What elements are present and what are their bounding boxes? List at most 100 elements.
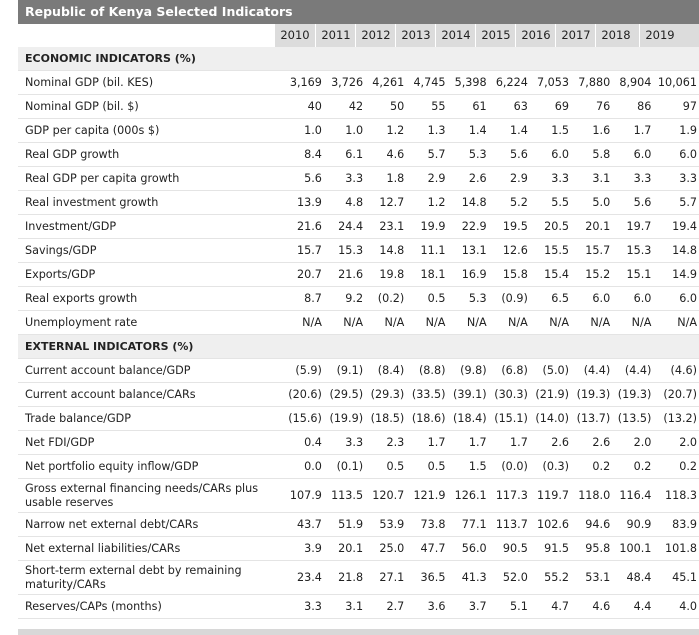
value-cell: 21.8 [323,560,366,595]
value-cell: (4.4) [612,358,654,383]
value-cell: 3.3 [653,166,699,191]
value-cell: (4.4) [571,358,613,383]
value-cell: (18.4) [447,406,489,431]
value-cell: 15.8 [488,262,530,287]
value-cell: 48.4 [612,560,654,595]
value-cell: 120.7 [365,478,407,513]
value-cell: 8.7 [282,286,324,311]
value-cell: 14.8 [447,190,489,215]
value-cell: 12.6 [488,238,530,263]
value-cell: 5.3 [447,142,489,167]
value-cell: (14.0) [529,406,572,431]
value-cell: (19.3) [612,382,654,407]
value-cell: 16.9 [447,262,489,287]
value-cell: 13.9 [282,190,324,215]
value-cell: 0.5 [365,454,407,479]
value-cell: 3.7 [447,594,489,619]
value-cell: N/A [365,310,407,335]
value-cell: 4.8 [323,190,366,215]
row-label: Trade balance/GDP [18,406,283,431]
value-cell: 23.4 [282,560,324,595]
value-cell: (13.5) [612,406,654,431]
value-cell: 47.7 [406,536,448,561]
value-cell: 118.0 [571,478,613,513]
value-cell: 0.0 [282,454,324,479]
value-cell: 1.6 [571,118,613,143]
value-cell: 4,261 [365,70,407,95]
value-cell: 0.5 [406,286,448,311]
year-header-3: 2013 [395,24,436,47]
value-cell: (15.1) [488,406,530,431]
value-cell: (0.2) [365,286,407,311]
value-cell: N/A [571,310,613,335]
value-cell: 2.9 [488,166,530,191]
value-cell: (6.8) [488,358,530,383]
value-cell: (39.1) [447,382,489,407]
value-cell: (18.6) [406,406,448,431]
year-header-4: 2014 [435,24,476,47]
value-cell: 53.1 [571,560,613,595]
value-cell: (13.7) [571,406,613,431]
row-label: Current account balance/CARs [18,382,283,407]
value-cell: 97 [653,94,699,119]
value-cell: 116.4 [612,478,654,513]
value-cell: 15.3 [612,238,654,263]
value-cell: 45.1 [653,560,699,595]
value-cell: (29.5) [323,382,366,407]
value-cell: 9.2 [323,286,366,311]
year-header-0: 2010 [280,28,310,42]
row-label: Investment/GDP [18,214,283,239]
value-cell: 1.9 [653,118,699,143]
value-cell: 14.8 [653,238,699,263]
value-cell: 101.8 [653,536,699,561]
value-cell: 19.4 [653,214,699,239]
table-row: Real GDP growth 8.4 6.1 4.6 5.7 5.3 5.6 6.0 5.8 6… [18,142,699,167]
value-cell: 27.1 [365,560,407,595]
value-cell: 3.3 [282,594,324,619]
value-cell: 23.1 [365,214,407,239]
indicators-table: ECONOMIC INDICATORS (%) Nominal GDP (bil.… [18,47,699,619]
value-cell: 42 [323,94,366,119]
value-cell: (20.7) [653,382,699,407]
value-cell: (5.9) [282,358,324,383]
value-cell: (18.5) [365,406,407,431]
value-cell: 1.7 [447,430,489,455]
value-cell: 15.3 [323,238,366,263]
value-cell: 90.9 [612,512,654,537]
table-row: Narrow net external debt/CARs 43.7 51.9 53.… [18,512,699,537]
value-cell: (19.9) [323,406,366,431]
value-cell: 21.6 [323,262,366,287]
value-cell: 19.5 [488,214,530,239]
value-cell: 18.1 [406,262,448,287]
value-cell: 14.8 [365,238,407,263]
value-cell: 6.0 [653,286,699,311]
value-cell: 1.2 [406,190,448,215]
row-label: Real GDP per capita growth [18,166,283,191]
table-row: Savings/GDP 15.7 15.3 14.8 11.1 13.1 12.6 15.5 1… [18,238,699,263]
year-header-6: 2016 [515,24,556,47]
value-cell: 0.4 [282,430,324,455]
value-cell: 3.3 [612,166,654,191]
value-cell: 5.6 [488,142,530,167]
row-label: Net external liabilities/CARs [18,536,283,561]
value-cell: 14.9 [653,262,699,287]
value-cell: 19.8 [365,262,407,287]
value-cell: 51.9 [323,512,366,537]
value-cell: 117.3 [488,478,530,513]
year-header-7: 2017 [555,24,596,47]
value-cell: 1.0 [323,118,366,143]
year-header-8: 2018 [595,24,636,47]
value-cell: 55.2 [529,560,572,595]
row-label: Narrow net external debt/CARs [18,512,283,537]
section-heading: EXTERNAL INDICATORS (%) [18,334,699,359]
value-cell: N/A [529,310,572,335]
row-label: Real exports growth [18,286,283,311]
value-cell: 4.0 [653,594,699,619]
value-cell: (0.0) [488,454,530,479]
value-cell: 0.2 [653,454,699,479]
value-cell: 2.6 [529,430,572,455]
value-cell: 5.7 [653,190,699,215]
value-cell: 113.7 [488,512,530,537]
value-cell: 22.9 [447,214,489,239]
